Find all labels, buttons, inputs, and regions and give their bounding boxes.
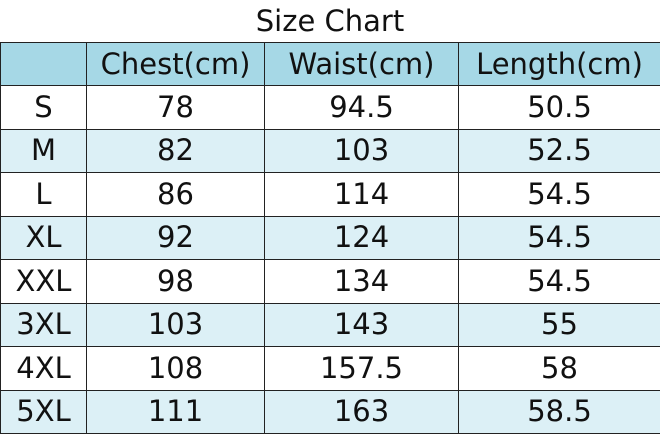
size-table: Chest(cm) Waist(cm) Length(cm) S 78 94.5 50.5 M…	[0, 42, 660, 434]
size-cell: XL	[0, 215, 87, 260]
size-cell: S	[0, 85, 87, 130]
table-row: L 86 114 54.5	[0, 172, 660, 217]
value-cell: 54.5	[458, 215, 660, 260]
header-cell: Length(cm)	[458, 42, 660, 86]
value-cell: 124	[264, 215, 459, 260]
table-row: S 78 94.5 50.5	[0, 85, 660, 130]
value-cell: 54.5	[458, 172, 660, 217]
value-cell: 98	[86, 259, 265, 304]
value-cell: 94.5	[264, 85, 459, 130]
table-row: 3XL 103 143 55	[0, 302, 660, 347]
value-cell: 55	[458, 302, 660, 347]
value-cell: 58	[458, 346, 660, 391]
value-cell: 52.5	[458, 128, 660, 173]
size-cell: XXL	[0, 259, 87, 304]
value-cell: 157.5	[264, 346, 459, 391]
value-cell: 82	[86, 128, 265, 173]
header-row: Chest(cm) Waist(cm) Length(cm)	[0, 42, 660, 86]
value-cell: 108	[86, 346, 265, 391]
value-cell: 103	[86, 302, 265, 347]
header-cell: Chest(cm)	[86, 42, 265, 86]
value-cell: 58.5	[458, 389, 660, 434]
size-cell: 4XL	[0, 346, 87, 391]
value-cell: 111	[86, 389, 265, 434]
table-row: 5XL 111 163 58.5	[0, 389, 660, 434]
value-cell: 163	[264, 389, 459, 434]
size-cell: M	[0, 128, 87, 173]
value-cell: 114	[264, 172, 459, 217]
table-body: Chest(cm) Waist(cm) Length(cm) S 78 94.5 50.5 M…	[0, 42, 660, 434]
table-row: 4XL 108 157.5 58	[0, 346, 660, 391]
header-cell: Waist(cm)	[264, 42, 459, 86]
table-row: XL 92 124 54.5	[0, 215, 660, 260]
table-row: XXL 98 134 54.5	[0, 259, 660, 304]
size-cell: 5XL	[0, 389, 87, 434]
header-cell	[0, 42, 87, 86]
value-cell: 50.5	[458, 85, 660, 130]
value-cell: 86	[86, 172, 265, 217]
value-cell: 92	[86, 215, 265, 260]
value-cell: 78	[86, 85, 265, 130]
value-cell: 54.5	[458, 259, 660, 304]
size-cell: 3XL	[0, 302, 87, 347]
title: Size Chart	[255, 4, 405, 38]
size-cell: L	[0, 172, 87, 217]
value-cell: 103	[264, 128, 459, 173]
value-cell: 143	[264, 302, 459, 347]
table-row: M 82 103 52.5	[0, 128, 660, 173]
value-cell: 134	[264, 259, 459, 304]
